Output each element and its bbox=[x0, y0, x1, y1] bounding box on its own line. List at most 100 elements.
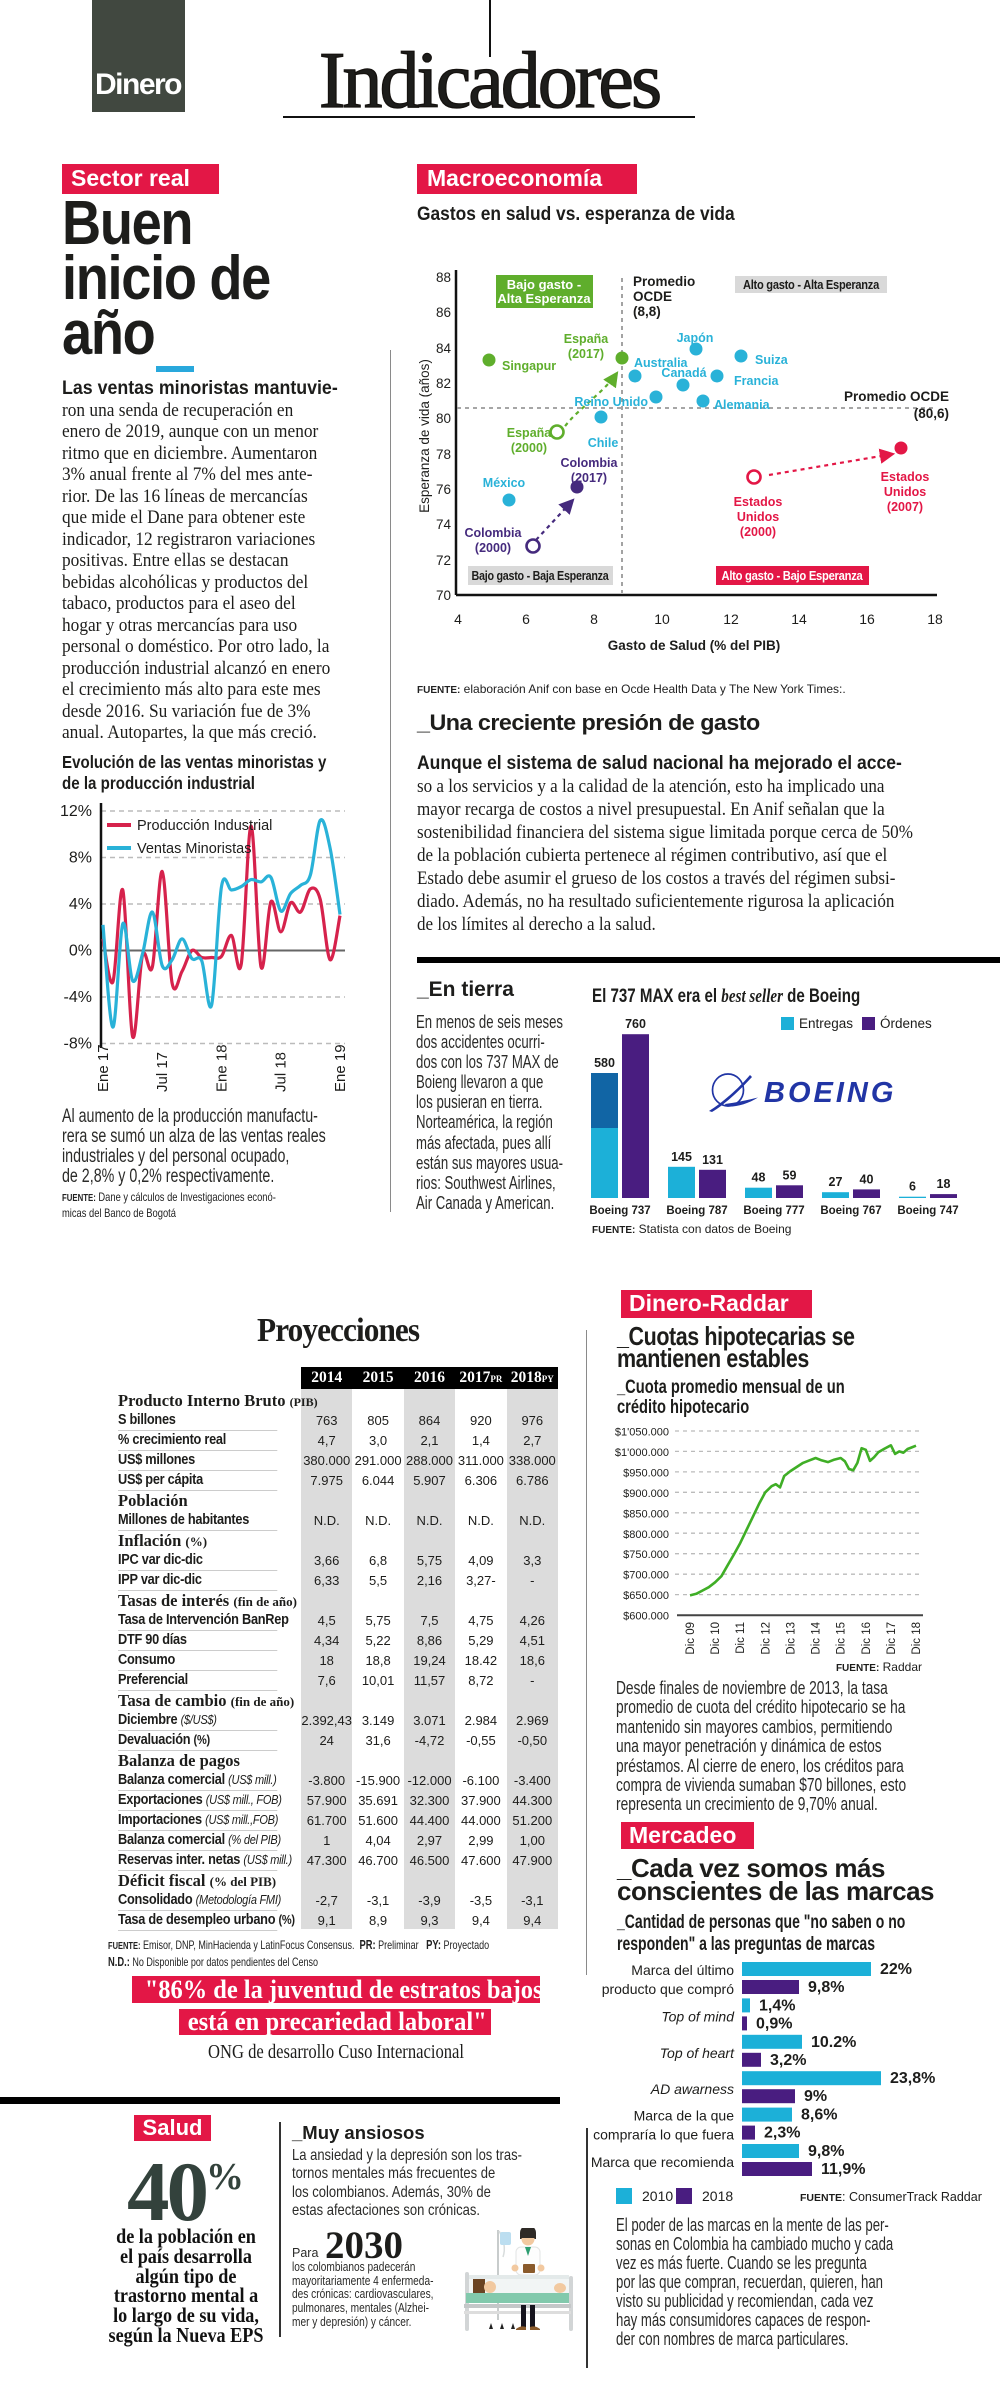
svg-text:3,2%: 3,2% bbox=[770, 2052, 806, 2069]
svg-text:74: 74 bbox=[436, 517, 452, 532]
svg-text:México: México bbox=[483, 476, 526, 490]
svg-text:Colombia: Colombia bbox=[561, 456, 619, 470]
svg-text:(2000): (2000) bbox=[511, 441, 547, 455]
svg-text:(80,6): (80,6) bbox=[914, 406, 949, 421]
svg-text:Bajo gasto - Baja Esperanza: Bajo gasto - Baja Esperanza bbox=[472, 569, 610, 583]
svg-text:-4%: -4% bbox=[64, 989, 92, 1006]
svg-text:Producción Industrial: Producción Industrial bbox=[137, 818, 272, 834]
svg-text:Dic 14: Dic 14 bbox=[811, 1621, 823, 1654]
svg-text:40: 40 bbox=[860, 1172, 874, 1186]
svg-text:Chile: Chile bbox=[588, 436, 619, 450]
svg-text:(2000): (2000) bbox=[740, 525, 776, 539]
svg-text:48: 48 bbox=[752, 1171, 766, 1185]
svg-text:88: 88 bbox=[436, 270, 451, 285]
svg-text:Dic 15: Dic 15 bbox=[836, 1622, 848, 1655]
svg-text:84: 84 bbox=[436, 341, 452, 356]
svg-text:9,8%: 9,8% bbox=[808, 2143, 844, 2160]
svg-text:$800.000: $800.000 bbox=[623, 1529, 669, 1541]
svg-text:131: 131 bbox=[702, 1153, 723, 1167]
svg-text:12: 12 bbox=[723, 611, 739, 627]
svg-text:Jul 17: Jul 17 bbox=[154, 1052, 171, 1092]
svg-text:Dic 18: Dic 18 bbox=[911, 1622, 923, 1655]
svg-text:(2017): (2017) bbox=[571, 471, 607, 485]
svg-text:España: España bbox=[564, 332, 610, 346]
svg-text:España: España bbox=[507, 426, 553, 440]
svg-text:Boeing 737: Boeing 737 bbox=[589, 1205, 650, 1217]
svg-text:Marca del último: Marca del último bbox=[631, 1962, 734, 1978]
svg-text:Boeing 777: Boeing 777 bbox=[743, 1205, 804, 1217]
svg-text:$650.000: $650.000 bbox=[623, 1590, 669, 1602]
svg-text:Dic 16: Dic 16 bbox=[861, 1622, 873, 1655]
svg-text:82: 82 bbox=[436, 376, 451, 391]
svg-text:1,4%: 1,4% bbox=[759, 1997, 795, 2014]
svg-text:72: 72 bbox=[436, 553, 451, 568]
svg-text:Alta Esperanza: Alta Esperanza bbox=[497, 291, 591, 306]
svg-text:Gasto de Salud (% del PIB): Gasto de Salud (% del PIB) bbox=[608, 638, 781, 653]
svg-text:86: 86 bbox=[436, 305, 451, 320]
svg-text:$1'000.000: $1'000.000 bbox=[615, 1447, 669, 1459]
svg-text:Dic 10: Dic 10 bbox=[710, 1622, 722, 1655]
svg-text:Esperanza de vida (años): Esperanza de vida (años) bbox=[417, 359, 432, 513]
svg-text:Marca de la que: Marca de la que bbox=[634, 2108, 735, 2124]
svg-text:(2007): (2007) bbox=[887, 500, 923, 514]
svg-text:Dic 13: Dic 13 bbox=[785, 1622, 797, 1655]
svg-text:8,6%: 8,6% bbox=[801, 2107, 837, 2124]
svg-text:8%: 8% bbox=[69, 850, 92, 867]
svg-text:Colombia: Colombia bbox=[465, 526, 523, 540]
svg-text:Reino Unido: Reino Unido bbox=[574, 395, 648, 409]
svg-text:Ventas Minoristas: Ventas Minoristas bbox=[137, 841, 251, 857]
svg-text:9,8%: 9,8% bbox=[808, 1979, 844, 1996]
svg-text:Ene 19: Ene 19 bbox=[332, 1044, 349, 1092]
svg-text:Dic 11: Dic 11 bbox=[735, 1622, 747, 1654]
svg-text:2010: 2010 bbox=[642, 2188, 673, 2204]
svg-text:Canadá: Canadá bbox=[661, 366, 706, 380]
svg-text:Australia: Australia bbox=[634, 356, 689, 370]
svg-text:Unidos: Unidos bbox=[737, 510, 779, 524]
svg-text:$750.000: $750.000 bbox=[623, 1549, 669, 1561]
svg-text:Top of heart: Top of heart bbox=[660, 2045, 735, 2061]
svg-text:$600.000: $600.000 bbox=[623, 1611, 669, 1623]
svg-text:$700.000: $700.000 bbox=[623, 1570, 669, 1582]
svg-text:Órdenes: Órdenes bbox=[880, 1016, 932, 1031]
svg-text:(8,8): (8,8) bbox=[633, 304, 661, 319]
svg-text:Francia: Francia bbox=[734, 374, 780, 388]
svg-text:2,3%: 2,3% bbox=[764, 2125, 800, 2142]
svg-text:$1'050.000: $1'050.000 bbox=[615, 1427, 669, 1439]
svg-text:8: 8 bbox=[590, 611, 598, 627]
svg-text:Dic 09: Dic 09 bbox=[685, 1622, 697, 1655]
svg-text:22%: 22% bbox=[880, 1961, 912, 1978]
svg-text:(2000): (2000) bbox=[475, 541, 511, 555]
svg-text:(2017): (2017) bbox=[568, 347, 604, 361]
svg-text:Dic 17: Dic 17 bbox=[886, 1622, 898, 1655]
svg-text:27: 27 bbox=[829, 1175, 843, 1189]
svg-text:$950.000: $950.000 bbox=[623, 1467, 669, 1479]
svg-text:$850.000: $850.000 bbox=[623, 1508, 669, 1520]
svg-text:18: 18 bbox=[927, 611, 943, 627]
svg-text:6: 6 bbox=[909, 1180, 916, 1194]
svg-text:Promedio OCDE: Promedio OCDE bbox=[844, 389, 949, 404]
svg-text:Boeing 747: Boeing 747 bbox=[897, 1205, 958, 1217]
svg-text:Alto gasto - Alta Esperanza: Alto gasto - Alta Esperanza bbox=[743, 278, 880, 292]
svg-text:76: 76 bbox=[436, 482, 451, 497]
svg-text:producto que compró: producto que compró bbox=[602, 1981, 735, 1997]
svg-text:Estados: Estados bbox=[734, 495, 783, 509]
svg-text:Promedio: Promedio bbox=[633, 274, 695, 289]
svg-text:145: 145 bbox=[671, 1150, 692, 1164]
svg-text:Estados: Estados bbox=[881, 470, 930, 484]
svg-text:78: 78 bbox=[436, 447, 451, 462]
svg-text:OCDE: OCDE bbox=[633, 289, 672, 304]
svg-text:580: 580 bbox=[594, 1056, 615, 1070]
svg-text:Top of mind: Top of mind bbox=[661, 2008, 735, 2024]
svg-text:80: 80 bbox=[436, 411, 451, 426]
svg-text:Jul 18: Jul 18 bbox=[273, 1052, 290, 1092]
svg-text:0%: 0% bbox=[69, 943, 92, 960]
svg-text:BOEING: BOEING bbox=[764, 1077, 896, 1109]
svg-text:Entregas: Entregas bbox=[799, 1016, 853, 1031]
svg-text:$900.000: $900.000 bbox=[623, 1488, 669, 1500]
svg-text:10.2%: 10.2% bbox=[811, 2034, 856, 2051]
svg-text:Bajo gasto -: Bajo gasto - bbox=[507, 277, 581, 292]
svg-text:Unidos: Unidos bbox=[884, 485, 926, 499]
svg-text:6: 6 bbox=[522, 611, 530, 627]
svg-text:4%: 4% bbox=[69, 896, 92, 913]
svg-text:0,9%: 0,9% bbox=[756, 2015, 792, 2032]
